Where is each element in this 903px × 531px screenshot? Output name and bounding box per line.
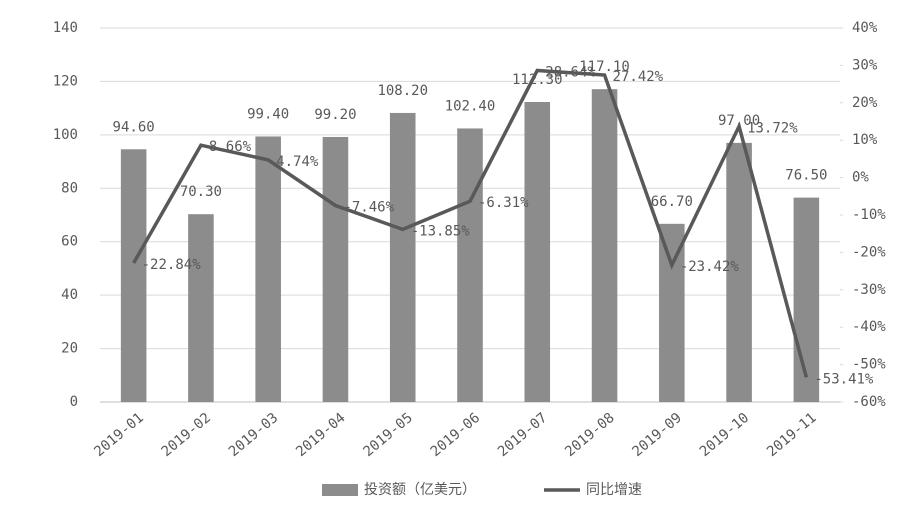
bar — [591, 89, 618, 402]
x-tick-label: 2019-05 — [360, 410, 415, 460]
bar — [793, 197, 820, 402]
x-tick-label: 2019-09 — [629, 410, 684, 460]
bar — [726, 142, 752, 402]
y-tick-label: 100 — [53, 127, 78, 143]
line-value-label: -13.85% — [411, 223, 471, 239]
bar-value-label: 117.10 — [579, 59, 630, 75]
bar — [120, 149, 147, 402]
bar-value-label: 99.20 — [314, 107, 356, 123]
line-value-label: 27.42% — [613, 69, 664, 85]
y2-tick-label: -60% — [852, 394, 886, 410]
y2-tick-label: -10% — [852, 207, 886, 223]
bar — [457, 128, 483, 402]
bar — [188, 214, 214, 402]
line — [132, 68, 809, 378]
line-value-label: 13.72% — [747, 120, 798, 136]
line-value-label: -22.84% — [142, 257, 202, 273]
y2-tick-label: 30% — [852, 57, 878, 73]
y2-tick-label: 40% — [852, 20, 878, 36]
y2-tick-label: -30% — [852, 282, 886, 298]
bar-value-label: 66.70 — [651, 194, 693, 210]
bar-value-label: 108.20 — [377, 83, 428, 99]
line-value-label: -23.42% — [680, 259, 740, 275]
x-tick-label: 2019-07 — [495, 410, 550, 460]
x-tick-label: 2019-02 — [159, 410, 214, 460]
line-value-label: 4.74% — [276, 154, 319, 170]
bar — [659, 223, 685, 402]
y2-tick-label: -20% — [852, 244, 886, 260]
y-tick-label: 0 — [70, 394, 78, 410]
bar — [322, 136, 349, 402]
bar-value-label: 112.30 — [512, 72, 563, 88]
y-tick-label: 120 — [53, 73, 78, 89]
legend-label: 投资额（亿美元） — [364, 482, 476, 498]
bar-value-label: 70.30 — [180, 184, 222, 200]
bar — [524, 101, 551, 403]
legend-label: 同比增速 — [586, 482, 642, 498]
y2-tick-label: 0% — [852, 170, 869, 186]
x-tick-label: 2019-03 — [226, 410, 281, 460]
y2-tick-label: -40% — [852, 319, 886, 335]
x-tick-label: 2019-06 — [428, 410, 483, 460]
y-tick-label: 20 — [61, 341, 78, 357]
bar-value-label: 99.40 — [247, 106, 289, 122]
line-value-label: 8.66% — [209, 139, 252, 155]
y-tick-label: 80 — [61, 180, 78, 196]
x-tick-label: 2019-11 — [764, 410, 819, 460]
bar-value-label: 97.00 — [718, 113, 760, 129]
y2-tick-label: 10% — [852, 132, 878, 148]
bar — [389, 112, 416, 403]
y-tick-label: 60 — [61, 234, 78, 250]
x-tick-label: 2019-10 — [697, 410, 752, 460]
bar-value-label: 102.40 — [445, 98, 496, 114]
x-tick-label: 2019-08 — [562, 410, 617, 460]
line-value-label: 28.64% — [545, 64, 596, 80]
bar-value-label: 76.50 — [785, 168, 827, 184]
y-tick-label: 40 — [61, 287, 78, 303]
line-value-label: -7.46% — [343, 200, 394, 216]
y2-tick-label: 20% — [852, 95, 878, 111]
bar-value-label: 94.60 — [113, 119, 155, 135]
bar — [255, 136, 281, 402]
line-value-label: -53.41% — [814, 371, 874, 387]
y-tick-label: 140 — [53, 20, 78, 36]
y2-tick-label: -50% — [852, 357, 886, 373]
line-value-label: -6.31% — [478, 195, 529, 211]
x-tick-label: 2019-04 — [293, 410, 348, 460]
x-tick-label: 2019-01 — [91, 410, 146, 460]
legend-swatch — [322, 484, 358, 496]
